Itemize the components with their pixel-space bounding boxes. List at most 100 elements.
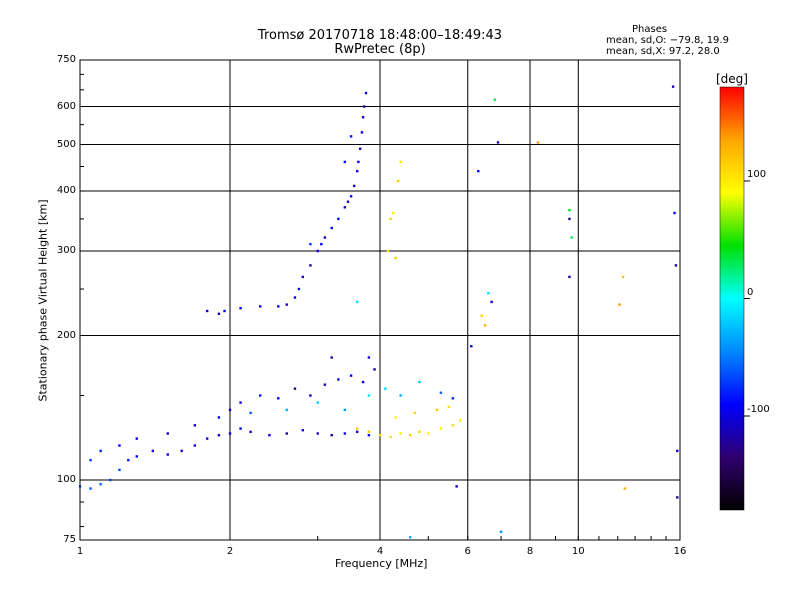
echo-point	[373, 368, 376, 371]
echo-point	[316, 249, 319, 253]
echo-point	[293, 387, 297, 390]
echo-point	[470, 345, 473, 348]
echo-point	[418, 380, 421, 384]
axis-ticks	[79, 73, 681, 540]
echo-point	[228, 432, 232, 435]
echo-point	[384, 387, 387, 390]
x-tick-label: 8	[526, 546, 534, 557]
stats-x-mode: mean, sd,X: 97.2, 28.0	[606, 46, 720, 57]
echo-points	[78, 85, 679, 539]
echo-point	[330, 226, 333, 230]
echo-point	[568, 208, 571, 212]
echo-point	[358, 147, 362, 150]
echo-point	[135, 455, 138, 458]
echo-point	[493, 98, 497, 101]
echo-point	[357, 160, 360, 164]
echo-point	[477, 169, 480, 173]
echo-point	[439, 427, 443, 430]
echo-point	[89, 487, 92, 490]
x-tick-label: 4	[376, 546, 384, 557]
echo-point	[536, 141, 540, 144]
echo-point	[309, 394, 312, 397]
echo-point	[355, 427, 359, 430]
echo-point	[217, 433, 221, 437]
echo-point	[439, 391, 443, 394]
echo-point	[343, 408, 347, 412]
echo-point	[166, 453, 169, 456]
y-axis-label: Stationary phase Virtual Height [km]	[36, 199, 50, 402]
echo-point	[399, 394, 402, 397]
y-tick-label: 500	[56, 138, 76, 150]
echo-point	[127, 458, 130, 462]
chart-subtitle: RwPretec (8p)	[334, 42, 426, 57]
echo-point	[409, 433, 412, 437]
echo-point	[378, 433, 382, 437]
echo-point	[323, 236, 327, 239]
stats-heading: Phases	[632, 24, 668, 35]
echo-point	[135, 437, 138, 440]
chart-title: Tromsø 20170718 18:48:00–18:49:43	[257, 28, 503, 43]
echo-point	[671, 85, 675, 88]
y-tick-label: 100	[56, 474, 76, 486]
echo-point	[239, 427, 242, 430]
echo-point	[316, 432, 319, 435]
echo-point	[320, 242, 323, 246]
echo-point	[301, 275, 305, 279]
echo-point	[239, 401, 242, 404]
echo-point	[355, 430, 359, 434]
echo-point	[285, 303, 288, 306]
colorbar-tick-label: -100	[747, 404, 770, 415]
echo-point	[394, 256, 397, 260]
echo-point	[337, 217, 340, 221]
echo-point	[268, 433, 271, 437]
echo-point	[343, 160, 347, 164]
echo-point	[349, 195, 353, 198]
x-tick-label: 1	[76, 546, 84, 557]
y-tick-label: 75	[63, 534, 76, 545]
echo-point	[349, 374, 353, 377]
echo-point	[487, 292, 490, 295]
echo-point	[166, 432, 169, 435]
echo-point	[394, 416, 397, 419]
echo-point	[151, 449, 155, 453]
echo-point	[193, 424, 197, 427]
x-tick-label: 2	[226, 546, 234, 557]
echo-point	[363, 105, 366, 108]
echo-point	[367, 394, 371, 397]
echo-point	[361, 380, 365, 384]
echo-point	[259, 394, 262, 397]
echo-point	[676, 496, 679, 499]
echo-point	[316, 401, 319, 404]
colorbar-label: [deg]	[716, 72, 748, 86]
echo-point	[367, 433, 371, 437]
y-tick-label: 300	[56, 245, 76, 256]
echo-point	[193, 444, 197, 447]
echo-point	[483, 324, 487, 327]
echo-point	[621, 275, 625, 279]
x-tick-label: 16	[673, 546, 687, 557]
echo-point	[118, 468, 121, 472]
echo-point	[459, 419, 462, 422]
echo-point	[391, 211, 395, 215]
echo-point	[570, 236, 573, 239]
stats-o-mode: mean, sd,O: −79.8, 19.9	[606, 35, 729, 46]
echo-point	[360, 131, 364, 134]
echo-point	[337, 378, 340, 381]
echo-point	[413, 411, 417, 415]
echo-point	[99, 449, 102, 453]
colorbar-tick-label: 0	[747, 286, 754, 298]
echo-point	[355, 169, 359, 173]
echo-point	[223, 309, 226, 313]
echo-point	[228, 408, 232, 412]
echo-point	[673, 211, 676, 215]
echo-point	[568, 275, 571, 279]
echo-point	[364, 91, 368, 95]
echo-point	[180, 449, 183, 453]
x-tick-label: 10	[571, 546, 585, 557]
echo-point	[435, 408, 438, 412]
echo-point	[447, 405, 451, 409]
echo-point	[343, 206, 347, 209]
colorbar	[719, 86, 745, 511]
x-tick-label: 6	[464, 546, 471, 557]
